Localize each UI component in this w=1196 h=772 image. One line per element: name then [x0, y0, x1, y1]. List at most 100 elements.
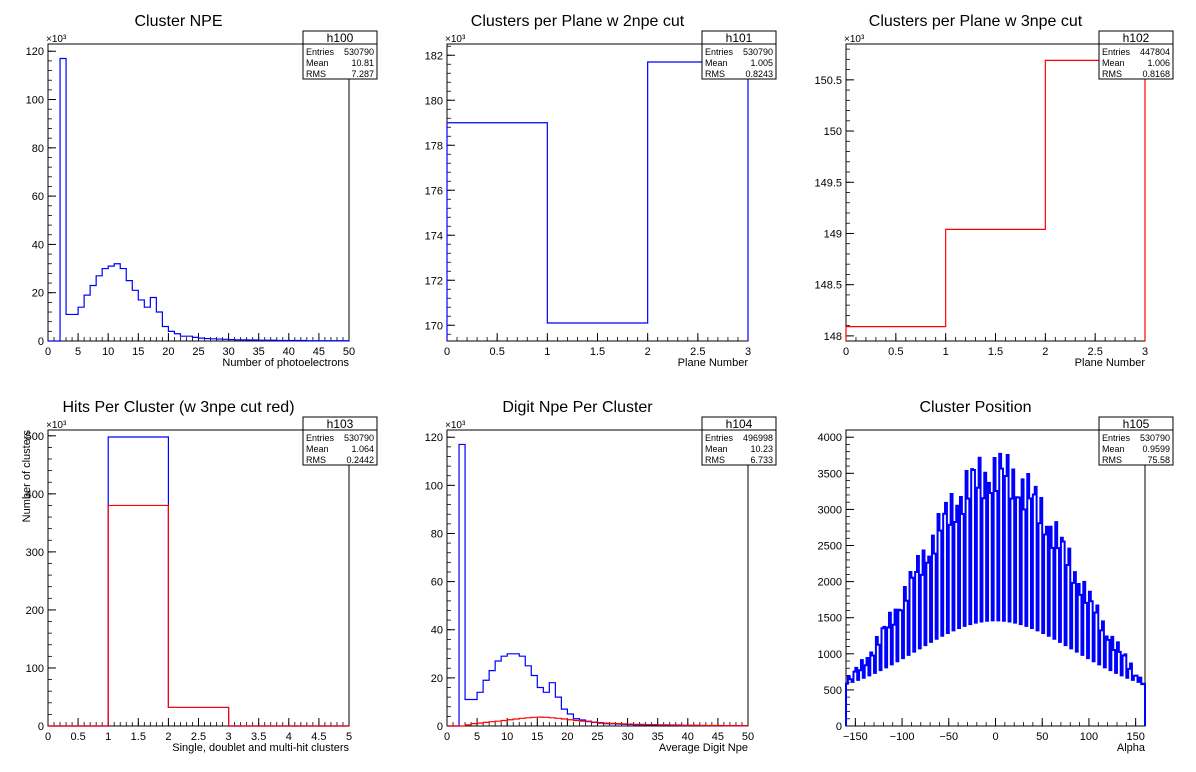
- x-tick-label: 50: [343, 346, 355, 358]
- x-tick-label: 2: [1042, 346, 1048, 358]
- x-tick-label: 30: [621, 731, 633, 743]
- stats-box: [302, 30, 378, 80]
- x-tick-label: 45: [712, 731, 724, 743]
- x-tick-label: 20: [561, 731, 573, 743]
- stats-value: 75.58: [1147, 455, 1170, 465]
- x-tick-label: 10: [102, 346, 114, 358]
- stats-key: Entries: [306, 47, 335, 57]
- stats-key: Mean: [306, 444, 329, 454]
- y-tick-label: 400: [26, 489, 44, 501]
- x-tick-label: 1: [544, 346, 550, 358]
- stats-value: 530790: [1140, 433, 1170, 443]
- x-tick-label: 4: [286, 731, 292, 743]
- plot-frame: [446, 429, 749, 727]
- stats-key: RMS: [705, 455, 725, 465]
- stats-value: 10.81: [351, 58, 374, 68]
- y-tick-label: 150.5: [814, 75, 842, 87]
- stats-key: Entries: [705, 47, 734, 57]
- y-tick-label: 100: [26, 663, 44, 675]
- y-tick-label: 148: [824, 331, 842, 343]
- chart-title: Cluster Position: [919, 399, 1031, 416]
- histogram-series-0: [447, 443, 749, 727]
- y-tick-label: 500: [824, 685, 842, 697]
- stats-value: 0.9599: [1142, 444, 1170, 454]
- x-tick-label: 25: [591, 731, 603, 743]
- stats-value: 6.733: [750, 455, 773, 465]
- x-tick-label: 20: [162, 346, 174, 358]
- x-tick-label: 40: [283, 346, 295, 358]
- x-tick-label: 10: [501, 731, 513, 743]
- panel-h105: Cluster Position−150 −100 −50 0 50 100 1500500…: [818, 399, 1174, 754]
- x-tick-label: −150: [843, 731, 868, 743]
- stats-key: Entries: [705, 433, 734, 443]
- x-tick-label: 0: [992, 731, 998, 743]
- y-exponent: ×10³: [844, 34, 865, 45]
- stats-title: h102: [1123, 31, 1150, 45]
- y-tick-label: 150: [824, 126, 842, 138]
- y-tick-label: 60: [431, 577, 443, 589]
- x-axis-label: Average Digit Npe: [659, 742, 748, 754]
- y-tick-label: 100: [425, 480, 443, 492]
- y-tick-label: 100: [26, 95, 44, 107]
- panel-h101: Clusters per Plane w 2npe cut 0 0.5 1 1.5 2 2.…: [425, 13, 777, 369]
- x-tick-label: 1.5: [131, 731, 146, 743]
- y-tick-label: 4000: [818, 432, 842, 444]
- x-tick-label: 45: [313, 346, 325, 358]
- y-tick-label: 149: [824, 228, 842, 240]
- stats-key: Mean: [306, 58, 329, 68]
- x-tick-label: 0: [444, 731, 450, 743]
- stats-value: 0.8243: [745, 69, 773, 79]
- stats-box: [1098, 30, 1174, 80]
- y-tick-label: 80: [32, 143, 44, 155]
- x-tick-label: 3: [1142, 346, 1148, 358]
- chart-title: Clusters per Plane w 2npe cut: [471, 13, 685, 30]
- stats-value: 530790: [743, 47, 773, 57]
- stats-value: 0.2442: [346, 455, 374, 465]
- y-tick-label: 176: [425, 185, 443, 197]
- stats-box: [302, 416, 378, 466]
- x-tick-label: 30: [222, 346, 234, 358]
- stats-box: [701, 416, 777, 466]
- x-tick-label: 15: [531, 731, 543, 743]
- x-tick-label: 0: [843, 346, 849, 358]
- stats-key: Entries: [306, 433, 335, 443]
- panel-h103: Hits Per Cluster (w 3npe cut red) 0 0.5 1 1.…: [21, 399, 378, 754]
- y-tick-label: 20: [431, 673, 443, 685]
- x-tick-label: 150: [1126, 731, 1144, 743]
- y-tick-label: 180: [425, 95, 443, 107]
- y-tick-label: 120: [26, 46, 44, 58]
- y-exponent: ×10³: [46, 34, 67, 45]
- plot-frame: [47, 43, 350, 342]
- x-tick-label: 0.5: [490, 346, 505, 358]
- x-tick-label: 35: [253, 346, 265, 358]
- x-tick-label: 2: [645, 346, 651, 358]
- y-tick-label: 120: [425, 432, 443, 444]
- histogram-series-0: [845, 59, 1146, 341]
- stats-key: RMS: [1102, 455, 1122, 465]
- stats-key: Mean: [1102, 444, 1125, 454]
- y-tick-label: 1500: [818, 613, 842, 625]
- x-tick-label: 50: [1036, 731, 1048, 743]
- x-tick-label: 3.5: [251, 731, 266, 743]
- x-tick-label: 2.5: [191, 731, 206, 743]
- x-tick-label: −100: [890, 731, 915, 743]
- y-tick-label: 80: [431, 528, 443, 540]
- y-tick-label: 3000: [818, 504, 842, 516]
- chart-title: Digit Npe Per Cluster: [502, 399, 653, 416]
- y-tick-label: 0: [836, 721, 842, 733]
- x-tick-label: 1: [943, 346, 949, 358]
- stats-key: RMS: [705, 69, 725, 79]
- y-tick-label: 0: [437, 721, 443, 733]
- y-tick-label: 300: [26, 547, 44, 559]
- y-tick-label: 40: [431, 625, 443, 637]
- histogram-series-0: [48, 436, 349, 727]
- x-tick-label: 4.5: [311, 731, 326, 743]
- stats-value: 1.064: [351, 444, 374, 454]
- stats-value: 530790: [344, 47, 374, 57]
- x-axis-label: Alpha: [1117, 742, 1146, 754]
- y-exponent: ×10³: [445, 420, 466, 431]
- x-axis-label: Plane Number: [678, 357, 749, 369]
- x-tick-label: 2.5: [1088, 346, 1103, 358]
- x-tick-label: 1.5: [590, 346, 605, 358]
